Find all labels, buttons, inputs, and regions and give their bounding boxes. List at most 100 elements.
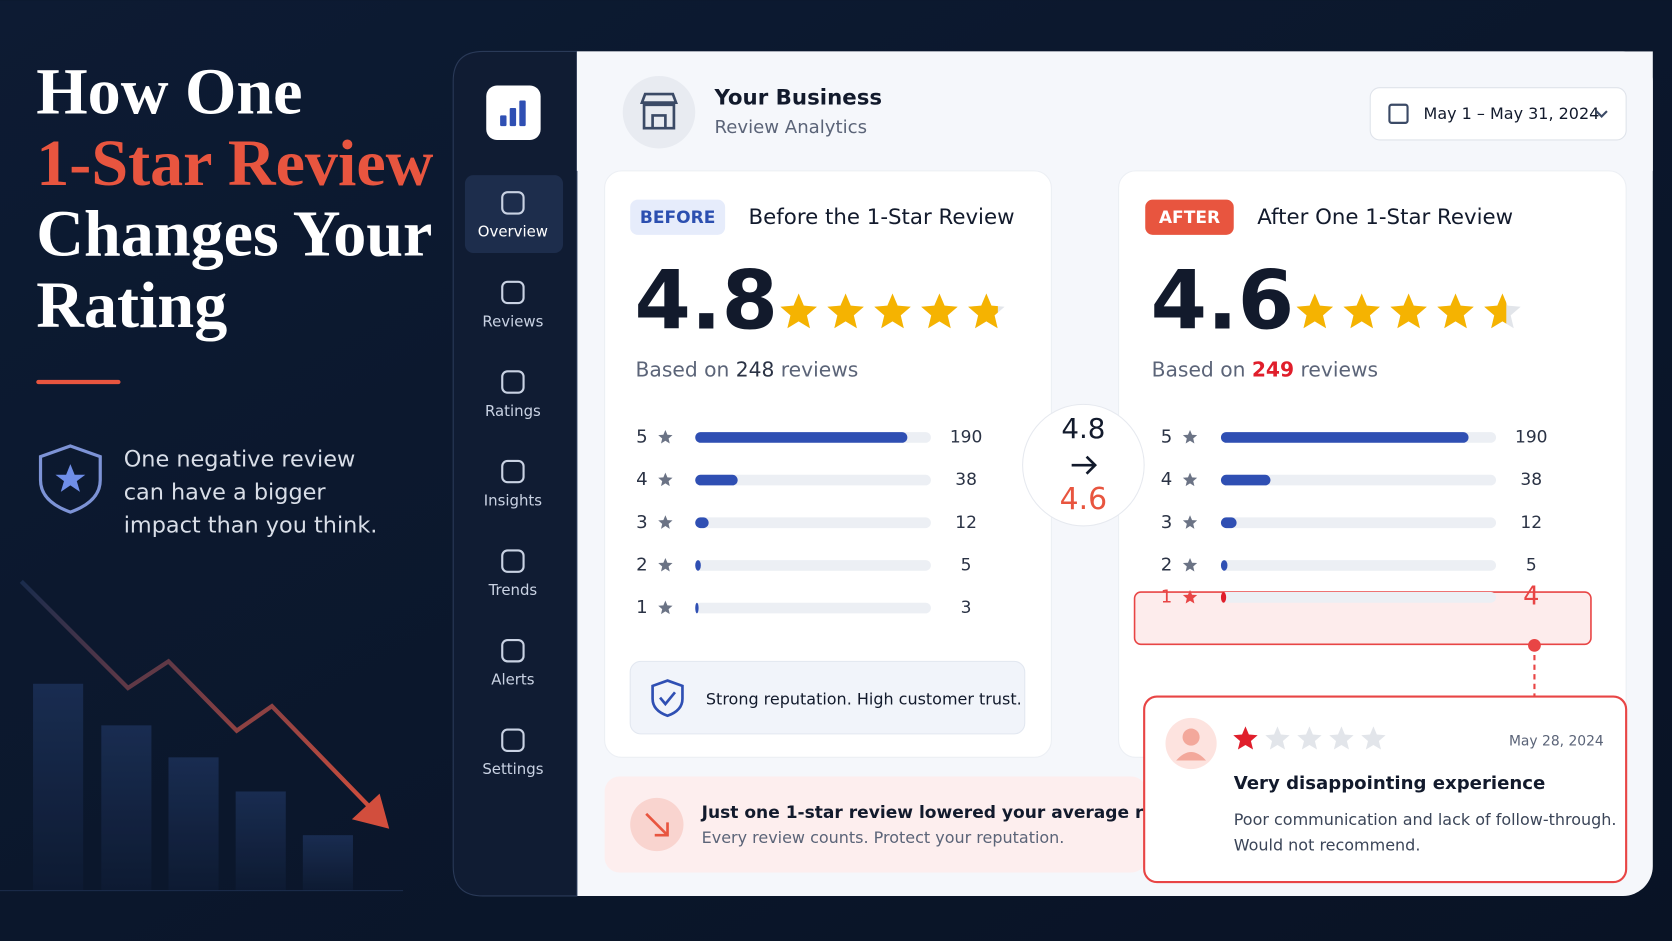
nav-icon [501, 728, 525, 753]
track [1220, 517, 1497, 529]
star [968, 293, 998, 329]
alert-title: Just one 1-star review lowered your aver… [701, 803, 1200, 823]
star-label: 2 [1161, 554, 1173, 575]
star-label: 5 [1161, 426, 1173, 447]
hero-title: Rating [36, 269, 227, 342]
track [695, 474, 931, 486]
star-label: 5 [636, 426, 648, 447]
reputation-note [629, 660, 1026, 735]
hero-title: Changes Your [36, 197, 432, 270]
star-icon [658, 429, 673, 444]
star-icon [1182, 429, 1198, 444]
star-label: 3 [1161, 512, 1173, 533]
alert-subtitle: Every review counts. Protect your reputa… [702, 828, 1065, 847]
nav-icon [501, 459, 525, 484]
track [1220, 592, 1497, 603]
hero-note: impact than you think. [124, 512, 378, 538]
note-text: Strong reputation. High customer trust. [706, 689, 1022, 708]
nav-icon [501, 549, 525, 573]
review-date: May 28, 2024 [1509, 733, 1604, 749]
date-range[interactable]: May 1 – May 31, 2024 [1424, 104, 1600, 123]
star [1296, 293, 1334, 329]
bar [1220, 560, 1228, 571]
star-label: 2 [636, 554, 648, 575]
connector-dot [1528, 638, 1541, 652]
badge [630, 199, 726, 235]
star-icon [1182, 472, 1198, 487]
compare-to: 4.6 [1060, 482, 1107, 517]
star [827, 293, 864, 329]
badge-text: BEFORE [640, 208, 716, 228]
star [1343, 293, 1380, 329]
star [780, 293, 817, 329]
nav-item[interactable]: Reviews [482, 312, 543, 330]
track [1220, 560, 1497, 571]
nav-item[interactable]: Overview [478, 223, 548, 241]
star-icon [658, 472, 673, 487]
nav-item[interactable]: Insights [484, 491, 543, 509]
date-picker[interactable] [1369, 87, 1627, 141]
shield-star [55, 464, 86, 492]
star-empty [1329, 726, 1354, 750]
star-icon [658, 515, 673, 529]
card-title: Before the 1-Star Review [749, 205, 1015, 230]
rating: 4.8 [634, 255, 778, 349]
track [695, 602, 931, 614]
bar [695, 474, 738, 486]
star [874, 293, 911, 329]
compare-arrow [1071, 455, 1098, 475]
bar [1220, 517, 1237, 529]
review-body: Poor communication and lack of follow-th… [1234, 810, 1617, 829]
nav-item[interactable]: Ratings [485, 402, 541, 420]
track [1220, 474, 1497, 486]
based-prefix: Based on [636, 357, 730, 381]
nav-item[interactable]: Trends [488, 581, 538, 599]
hero-note: can have a bigger [124, 479, 327, 505]
nav-icon [501, 191, 525, 215]
shield-icon [38, 444, 102, 514]
count-label: 12 [1520, 513, 1542, 533]
sidebar [452, 50, 578, 897]
star [1390, 293, 1427, 329]
review-count: Based on 249 reviews [1152, 357, 1378, 381]
store-avatar [622, 75, 696, 149]
star-icon [658, 600, 673, 615]
bar [1220, 474, 1271, 486]
star-icon [658, 557, 673, 572]
count-label: 3 [961, 598, 972, 618]
count-label: 5 [961, 555, 972, 575]
track [695, 517, 931, 529]
star-empty [1297, 726, 1322, 750]
rating: 4.6 [1151, 255, 1295, 349]
hero-title: 1-Star Review [36, 127, 433, 200]
review-body: Would not recommend. [1234, 835, 1421, 854]
based-prefix: Based on [1152, 357, 1246, 381]
count-label: 4 [1523, 581, 1539, 611]
star [1233, 726, 1258, 750]
star-icon [1182, 515, 1198, 529]
star-label: 3 [636, 512, 648, 533]
star-label: 4 [636, 469, 648, 490]
count-label: 38 [1520, 470, 1542, 490]
based-suffix: reviews [781, 357, 859, 381]
alert-box [604, 776, 1147, 873]
bar [695, 432, 908, 443]
nav-item[interactable]: Settings [482, 760, 543, 778]
count-label: 5 [1526, 555, 1537, 575]
review-count: Based on 248 reviews [636, 357, 859, 381]
star-label: 1 [636, 597, 648, 618]
star [1484, 293, 1507, 329]
hero-note: One negative review [124, 446, 356, 472]
nav-item[interactable]: Alerts [491, 671, 534, 689]
bar [1220, 592, 1227, 603]
star [1437, 293, 1474, 329]
count: 249 [1252, 357, 1294, 381]
badge [1145, 199, 1234, 235]
bar [695, 517, 709, 529]
hero-title: How One [36, 56, 302, 129]
count-label: 190 [1515, 427, 1548, 447]
based-suffix: reviews [1301, 357, 1379, 381]
track [695, 560, 931, 571]
business-name: Your Business [713, 85, 882, 110]
nav-icon [501, 638, 525, 663]
